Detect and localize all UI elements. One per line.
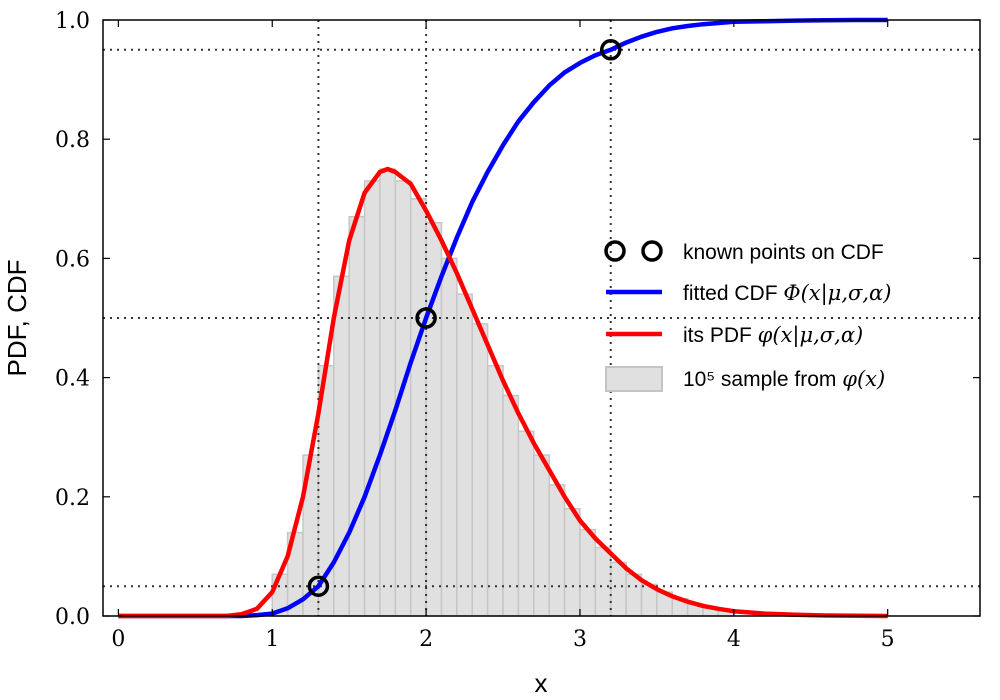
legend-label-sample: 10⁵ sample from φ(x): [683, 367, 885, 391]
histogram-bar: [471, 323, 489, 617]
y-tick-label: 1.0: [55, 9, 90, 34]
known-points: [307, 39, 622, 597]
pdf-line: [118, 166, 888, 619]
histogram-bar: [609, 561, 627, 617]
plot-frame: [102, 19, 981, 617]
histogram-bar: [456, 293, 474, 617]
histogram-bar: [563, 507, 581, 617]
x-tick-labels: 0 1 2 3 4 5: [111, 627, 894, 652]
reference-lines: [103, 20, 980, 616]
legend-marker-2: [641, 240, 663, 262]
known-point-marker: [307, 575, 330, 597]
histogram-bar: [533, 454, 550, 617]
histogram-bar: [440, 257, 458, 617]
known-point-marker: [599, 39, 622, 61]
ticks: [103, 19, 980, 617]
legend: known points on CDF fitted CDF Φ(x|μ,σ,α…: [604, 240, 891, 392]
x-tick-label: 1: [265, 627, 279, 652]
histogram-bar: [517, 430, 535, 617]
legend-entry-pdf: its PDF φ(x|μ,σ,α): [606, 323, 863, 348]
histogram-bar: [548, 484, 566, 617]
histogram-bar: [348, 215, 366, 617]
legend-label-pdf: its PDF φ(x|μ,σ,α): [683, 323, 863, 348]
legend-swatch-sample: [605, 366, 663, 392]
x-tick-label: 0: [111, 627, 125, 652]
legend-label-known-points: known points on CDF: [683, 241, 884, 264]
y-axis-label: PDF, CDF: [2, 260, 32, 377]
histogram-bars: [271, 168, 735, 617]
y-tick-label: 0.8: [55, 128, 90, 153]
histogram-bar: [594, 546, 612, 617]
x-tick-label: 2: [419, 627, 433, 652]
histogram-bar: [409, 198, 427, 617]
known-point-marker: [415, 307, 437, 329]
legend-label-fitted-cdf: fitted CDF Φ(x|μ,σ,α): [683, 281, 891, 306]
x-tick-label: 3: [573, 627, 587, 652]
x-tick-label: 4: [727, 627, 741, 652]
y-tick-label: 0.4: [55, 367, 90, 392]
x-axis-label: x: [535, 668, 548, 698]
y-tick-labels: 0.0 0.2 0.4 0.6 0.8 1.0: [55, 9, 90, 630]
histogram-bar: [333, 275, 350, 617]
legend-marker-1: [604, 240, 626, 262]
legend-entry-fitted-cdf: fitted CDF Φ(x|μ,σ,α): [606, 281, 891, 306]
legend-entry-sample: 10⁵ sample from φ(x): [605, 366, 885, 392]
histogram-bar: [502, 394, 520, 617]
legend-entry-known-points: known points on CDF: [604, 240, 884, 264]
y-tick-label: 0.6: [55, 247, 90, 272]
histogram-bar: [363, 180, 381, 617]
histogram-bar: [379, 168, 397, 617]
y-tick-label: 0.0: [55, 605, 90, 630]
histogram-bar: [486, 364, 504, 617]
y-tick-label: 0.2: [55, 486, 90, 511]
histogram-bar: [579, 528, 597, 617]
x-tick-label: 5: [881, 627, 895, 652]
